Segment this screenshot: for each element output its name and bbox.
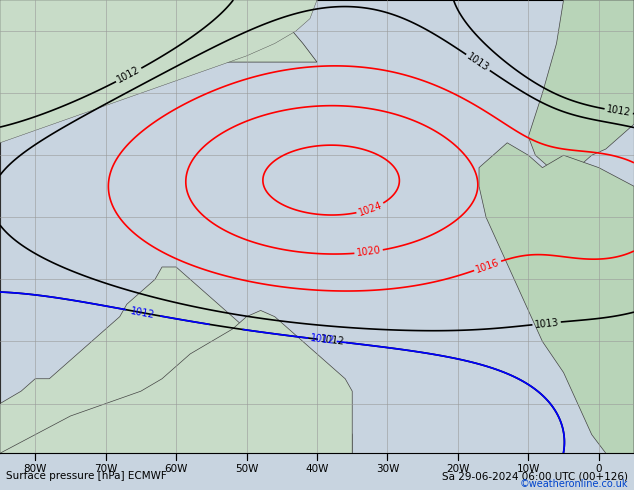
Text: 1012: 1012 xyxy=(605,104,631,118)
Text: 1012: 1012 xyxy=(320,335,345,347)
Text: 1012: 1012 xyxy=(115,65,142,85)
Text: 1012: 1012 xyxy=(310,333,335,346)
Text: 30W: 30W xyxy=(376,464,399,473)
Polygon shape xyxy=(0,311,353,453)
Text: 10W: 10W xyxy=(517,464,540,473)
Polygon shape xyxy=(0,0,353,453)
Text: Sa 29-06-2024 06:00 UTC (00+126): Sa 29-06-2024 06:00 UTC (00+126) xyxy=(442,471,628,481)
Text: 0: 0 xyxy=(595,464,602,473)
Polygon shape xyxy=(528,0,634,174)
Text: 1012: 1012 xyxy=(130,306,156,320)
Text: 70W: 70W xyxy=(94,464,117,473)
Text: 1024: 1024 xyxy=(357,200,384,218)
Polygon shape xyxy=(479,143,634,453)
Text: 1020: 1020 xyxy=(356,245,382,258)
Text: 20W: 20W xyxy=(446,464,470,473)
Polygon shape xyxy=(0,0,317,143)
Text: 40W: 40W xyxy=(306,464,328,473)
Text: 1016: 1016 xyxy=(474,257,501,274)
Text: 50W: 50W xyxy=(235,464,258,473)
Text: 80W: 80W xyxy=(23,464,47,473)
Text: 60W: 60W xyxy=(164,464,188,473)
Text: 1013: 1013 xyxy=(534,317,559,329)
Text: ©weatheronline.co.uk: ©weatheronline.co.uk xyxy=(519,479,628,489)
Polygon shape xyxy=(0,0,317,62)
Text: Surface pressure [hPa] ECMWF: Surface pressure [hPa] ECMWF xyxy=(6,471,167,481)
Text: 1013: 1013 xyxy=(465,51,491,74)
